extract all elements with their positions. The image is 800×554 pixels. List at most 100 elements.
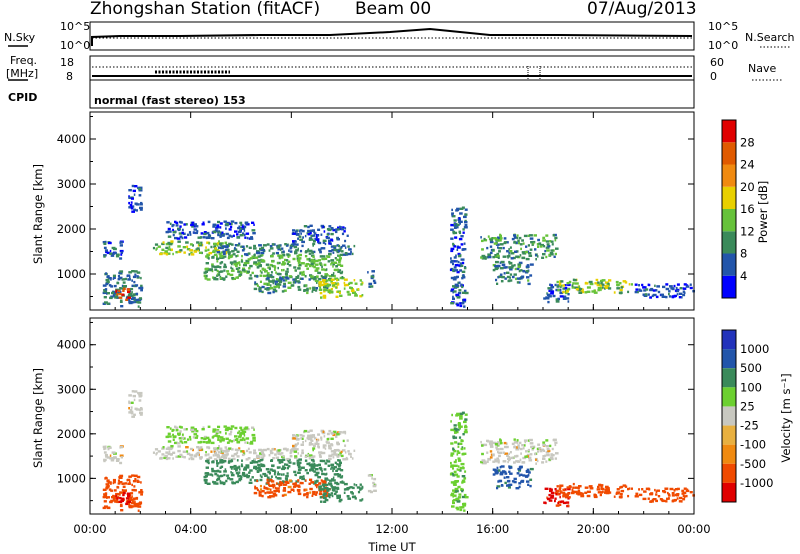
echo-cell (315, 464, 319, 467)
echo-cell (499, 471, 504, 474)
echo-cell (543, 449, 546, 452)
echo-cell (506, 250, 509, 253)
echo-cell (332, 456, 335, 459)
echo-cell (241, 226, 244, 229)
echo-cell (253, 287, 258, 291)
echo-cell (163, 252, 167, 255)
echo-cell (306, 258, 311, 261)
echo-cell (302, 475, 305, 478)
echo-cell (499, 261, 502, 264)
echo-cell (321, 257, 326, 261)
echo-cell (190, 428, 195, 432)
echo-cell (211, 263, 214, 266)
echo-cell (504, 445, 508, 449)
echo-cell (243, 225, 246, 228)
echo-cell (481, 444, 484, 447)
echo-cell (529, 453, 533, 456)
echo-cell (261, 464, 265, 467)
echo-cell (221, 277, 226, 280)
echo-cell (342, 439, 345, 443)
echo-cell (277, 466, 279, 469)
echo-cell (181, 228, 184, 232)
echo-cell (457, 281, 460, 284)
echo-cell (312, 288, 316, 291)
echo-cell (504, 266, 508, 269)
echo-cell (518, 441, 522, 445)
echo-cell (545, 445, 550, 448)
echo-cell (620, 485, 624, 489)
echo-cell (461, 248, 465, 251)
echo-cell (238, 242, 241, 245)
echo-cell (179, 249, 183, 252)
echo-cell (157, 245, 161, 248)
echo-cell (545, 460, 548, 463)
echo-cell (456, 450, 460, 453)
echo-cell (324, 479, 327, 482)
echo-cell (284, 258, 287, 262)
echo-cell (341, 276, 344, 279)
echo-cell (261, 290, 264, 294)
echo-cell (135, 496, 139, 500)
echo-cell (588, 485, 593, 488)
echo-cell (450, 442, 454, 445)
echo-cell (599, 284, 602, 287)
echo-cell (313, 265, 316, 269)
echo-cell (463, 509, 466, 512)
echo-cell (135, 504, 140, 508)
echo-cell (186, 438, 190, 441)
echo-cell (450, 257, 452, 260)
echo-cell (282, 458, 286, 461)
echo-cell (189, 447, 193, 451)
echo-cell (325, 287, 329, 290)
echo-cell (328, 446, 331, 450)
echo-cell (242, 437, 245, 440)
echo-cell (336, 496, 340, 500)
echo-cell (259, 484, 262, 488)
echo-cell (282, 260, 285, 264)
echo-cell (346, 495, 350, 498)
echo-cell (508, 261, 513, 265)
echo-cell (289, 451, 292, 455)
echo-cell (452, 467, 454, 470)
x-tick-label: 16:00 (476, 522, 509, 536)
echo-cell (211, 269, 214, 273)
echo-cell (497, 236, 500, 239)
echo-cell (274, 289, 278, 293)
echo-cell (119, 461, 123, 465)
echo-cell (180, 221, 183, 224)
echo-cell (348, 486, 351, 490)
echo-cell (116, 500, 120, 504)
echo-cell (129, 480, 131, 483)
echo-cell (549, 489, 553, 493)
echo-cell (304, 469, 308, 472)
echo-cell (524, 455, 528, 458)
echo-cell (355, 484, 358, 487)
echo-cell (294, 455, 298, 458)
echo-cell (462, 433, 465, 436)
echo-cell (261, 490, 265, 493)
echo-cell (201, 448, 204, 451)
echo-cell (454, 226, 457, 229)
echo-cell (509, 451, 512, 454)
echo-cell (199, 236, 203, 239)
echo-cell (156, 247, 158, 250)
echo-cell (455, 459, 457, 462)
echo-cell (516, 281, 519, 284)
echo-cell (373, 483, 376, 486)
echo-cell (332, 263, 335, 266)
echo-cell (516, 236, 519, 240)
echo-cell (318, 451, 323, 454)
echo-cell (203, 437, 207, 440)
echo-cell (665, 287, 670, 291)
power-colorbar-tick: 20 (740, 180, 755, 194)
echo-cell (255, 263, 258, 266)
velocity-colorbar-segment (722, 368, 736, 388)
echo-cell (513, 461, 516, 464)
echo-cell (279, 460, 284, 464)
echo-cell (220, 261, 224, 264)
echo-cell (259, 478, 263, 482)
echo-cell (219, 470, 222, 473)
echo-cell (104, 495, 107, 499)
echo-cell (253, 261, 258, 264)
echo-cell (324, 473, 327, 476)
